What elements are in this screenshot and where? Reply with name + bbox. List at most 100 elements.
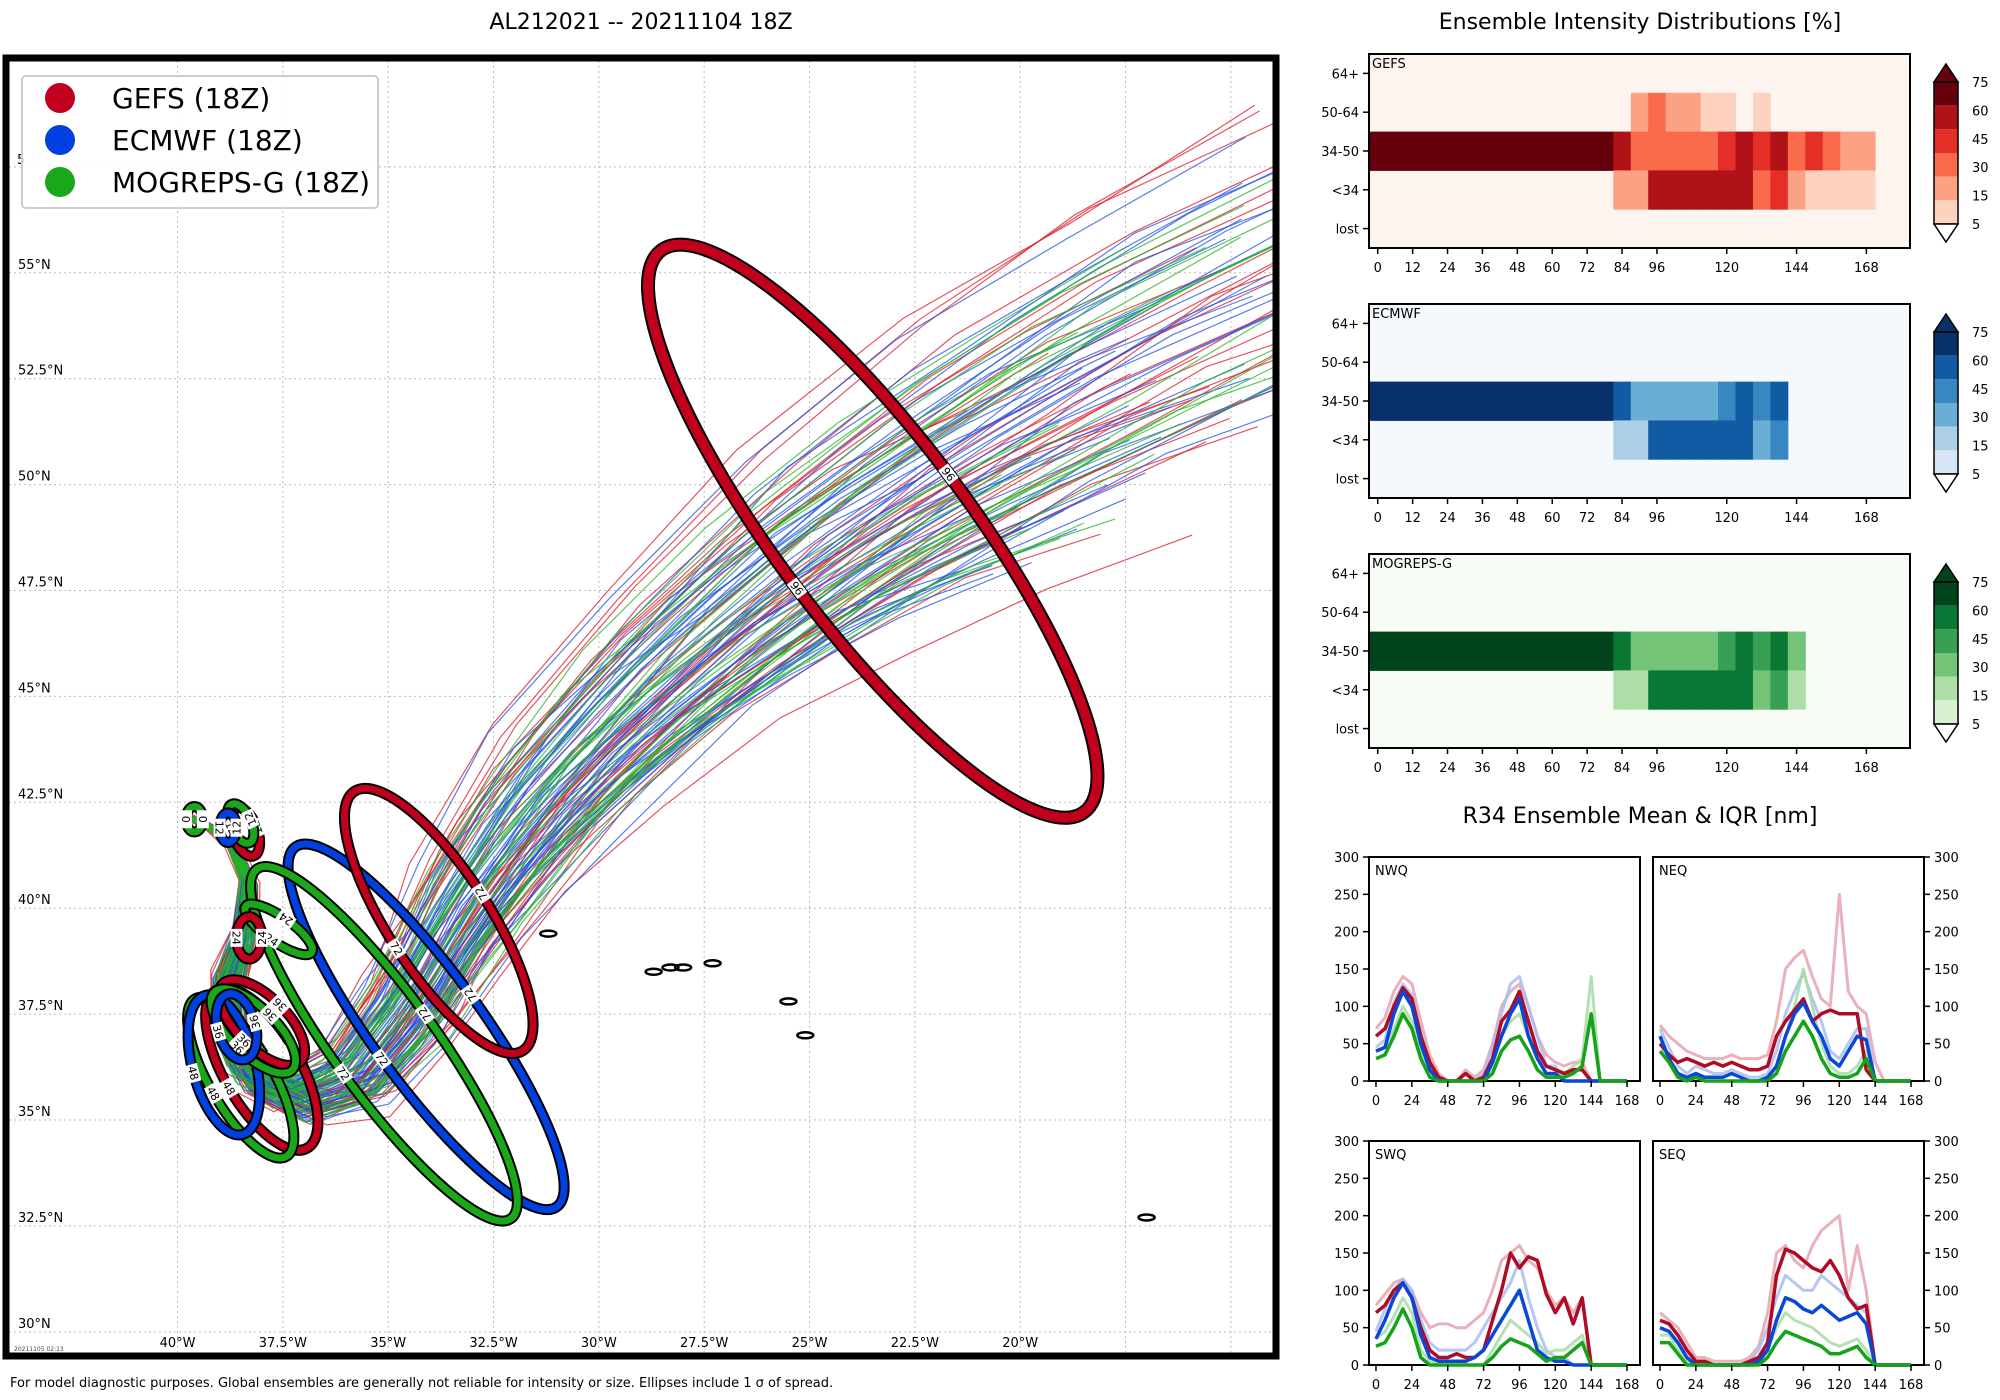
heatmap-cell bbox=[1526, 631, 1545, 671]
heatmap-cell bbox=[1630, 631, 1649, 671]
colorbar-step bbox=[1934, 176, 1958, 201]
heatmap-cell bbox=[1613, 631, 1632, 671]
spread-ellipses: 9696727272727272484848484848363636363636… bbox=[179, 237, 1105, 1227]
x-tick-label: 168 bbox=[1615, 1094, 1640, 1109]
x-tick-label: 60 bbox=[1544, 761, 1561, 776]
panel-label: MOGREPS-G bbox=[1372, 557, 1452, 572]
lon-tick-label: 30°W bbox=[581, 1336, 617, 1351]
y-tick-label: 150 bbox=[1334, 963, 1359, 978]
heatmap-cell bbox=[1700, 92, 1719, 133]
colorbar-tick-label: 60 bbox=[1972, 354, 1989, 369]
heatmap-cell bbox=[1438, 381, 1457, 421]
x-tick-label: 36 bbox=[1474, 761, 1491, 776]
x-tick-label: 168 bbox=[1854, 761, 1879, 776]
lat-tick-label: 52.5°N bbox=[18, 364, 63, 379]
x-tick-label: 0 bbox=[1372, 1094, 1380, 1109]
r34-upper-line-gefs bbox=[1658, 892, 1911, 1083]
heatmap-cell bbox=[1700, 381, 1719, 421]
x-tick-label: 96 bbox=[1795, 1378, 1812, 1393]
heatmap-cell bbox=[1560, 131, 1579, 171]
r34-mean-line-gefs bbox=[1659, 1247, 1911, 1367]
x-tick-label: 72 bbox=[1579, 261, 1596, 276]
y-tick-label: 300 bbox=[1334, 1135, 1359, 1150]
r34-panel-swq: SWQ 0 50 100 150 200 250 300 0 24 48 72 96 120 144 168 bbox=[1334, 1135, 1641, 1393]
x-tick-label: 120 bbox=[1714, 511, 1739, 526]
x-tick-label: 144 bbox=[1784, 261, 1809, 276]
heatmap-cell bbox=[1752, 670, 1771, 710]
y-tick-label: 0 bbox=[1934, 1359, 1942, 1374]
heatmap-cell bbox=[1700, 420, 1719, 460]
island-outline bbox=[673, 963, 693, 972]
y-tick-label: 150 bbox=[1934, 963, 1959, 978]
x-tick-label: 168 bbox=[1854, 261, 1879, 276]
ellipse-hour-text: 36 bbox=[210, 1023, 226, 1040]
heatmap-cell bbox=[1369, 131, 1387, 171]
ellipse-label-bg bbox=[471, 882, 492, 905]
lon-tick-label: 35°W bbox=[370, 1336, 406, 1351]
heatmap-cell bbox=[1648, 131, 1667, 171]
ellipse-hour-label: 36 bbox=[246, 1011, 263, 1033]
r34-quadrant-label: NEQ bbox=[1659, 864, 1687, 879]
ellipse-hour-label: 0 bbox=[179, 810, 192, 829]
x-tick-label: 120 bbox=[1543, 1378, 1568, 1393]
heatmap-cell bbox=[1438, 131, 1457, 171]
colorbar-tick-label: 60 bbox=[1972, 104, 1989, 119]
heatmap-cell bbox=[1718, 92, 1736, 133]
y-tick-label: 200 bbox=[1334, 1210, 1359, 1225]
heatmap-cell bbox=[1648, 170, 1667, 210]
heatmap-cell bbox=[1700, 631, 1719, 671]
y-tick-label: 150 bbox=[1934, 1247, 1959, 1262]
x-tick-label: 72 bbox=[1759, 1094, 1776, 1109]
x-tick-label: 168 bbox=[1854, 511, 1879, 526]
heatmap-cell bbox=[1491, 131, 1510, 171]
colorbar-step bbox=[1934, 379, 1958, 403]
ellipse-label-bg bbox=[185, 1062, 202, 1084]
r34-mean-line-ecmwf bbox=[1375, 989, 1627, 1083]
heatmap-cell bbox=[1438, 631, 1457, 671]
x-tick-label: 24 bbox=[1439, 511, 1456, 526]
ellipse-label-bg bbox=[332, 1062, 354, 1085]
x-tick-label: 0 bbox=[1374, 511, 1382, 526]
x-tick-label: 96 bbox=[1795, 1094, 1812, 1109]
heatmap-cell bbox=[1683, 131, 1702, 171]
x-tick-label: 0 bbox=[1374, 761, 1382, 776]
colorbar-tick-label: 45 bbox=[1972, 633, 1989, 648]
x-tick-label: 36 bbox=[1474, 511, 1491, 526]
y-tick-label: 250 bbox=[1334, 888, 1359, 903]
heatmap-cell bbox=[1700, 670, 1719, 710]
heatmap-cell bbox=[1787, 631, 1806, 671]
panel-label: ECMWF bbox=[1372, 307, 1421, 322]
ellipse-ecmwf-72h: 72 72 bbox=[282, 838, 570, 1216]
y-tick-label: 64+ bbox=[1332, 317, 1359, 332]
island-outline bbox=[644, 967, 663, 977]
ellipse-hour-text: 12 bbox=[213, 821, 226, 835]
colorbar-tick-label: 30 bbox=[1972, 661, 1989, 676]
y-tick-label: 300 bbox=[1334, 851, 1359, 866]
colorbar-step bbox=[1934, 653, 1958, 677]
heatmap-cell bbox=[1560, 381, 1579, 421]
ellipse-label-bg bbox=[196, 810, 209, 829]
x-tick-label: 84 bbox=[1614, 261, 1631, 276]
heatmap-cell bbox=[1560, 631, 1579, 671]
colorbar-tick-label: 30 bbox=[1972, 161, 1989, 176]
colorbar-step bbox=[1934, 426, 1958, 451]
heatmap-cell bbox=[1683, 170, 1702, 210]
heatmap-cell bbox=[1840, 131, 1859, 171]
y-tick-label: 0 bbox=[1934, 1075, 1942, 1090]
y-tick-label: 100 bbox=[1934, 1000, 1959, 1015]
ellipse-hour-text: 12 bbox=[231, 821, 244, 835]
y-tick-label: <34 bbox=[1332, 434, 1359, 449]
colorbar-step bbox=[1934, 700, 1958, 724]
heatmap-cell bbox=[1456, 381, 1475, 421]
y-tick-label: 200 bbox=[1934, 1210, 1959, 1225]
heatmap-cell bbox=[1700, 170, 1719, 210]
ellipse-hour-label: 36 bbox=[210, 1021, 227, 1042]
track-line bbox=[192, 474, 1002, 1087]
heatmap-cell bbox=[1648, 631, 1667, 671]
heatmap-cell bbox=[1543, 131, 1562, 171]
x-tick-label: 96 bbox=[1649, 511, 1666, 526]
map-background bbox=[6, 58, 1276, 1356]
lon-tick-label: 27.5°W bbox=[680, 1336, 728, 1351]
